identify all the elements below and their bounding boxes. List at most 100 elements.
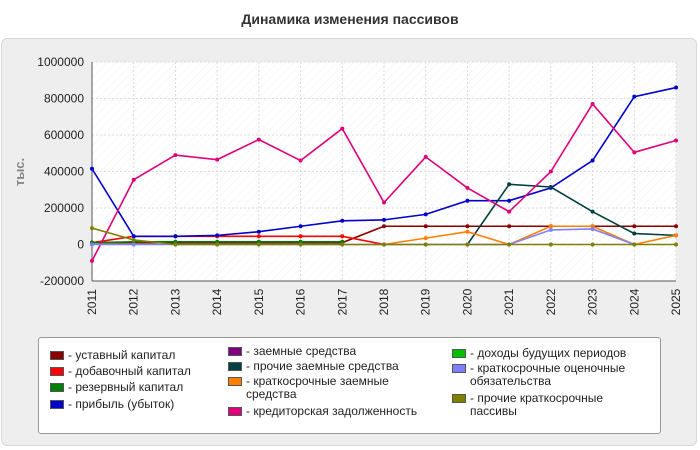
series-point-10 bbox=[674, 242, 678, 247]
series-point-3 bbox=[256, 229, 261, 234]
series-point-3 bbox=[298, 224, 303, 229]
series-point-7 bbox=[173, 153, 178, 158]
series-point-10 bbox=[632, 242, 637, 247]
series-point-10 bbox=[423, 242, 428, 247]
x-tick-label: 2020 bbox=[460, 288, 474, 315]
legend-swatch bbox=[50, 383, 64, 392]
x-tick-label: 2014 bbox=[210, 288, 224, 315]
series-point-10 bbox=[131, 237, 136, 242]
series-point-3 bbox=[674, 85, 678, 90]
x-tick-label: 2015 bbox=[252, 288, 266, 315]
y-tick-label: 200000 bbox=[44, 201, 84, 215]
legend-swatch bbox=[228, 362, 242, 371]
series-point-3 bbox=[465, 198, 470, 203]
legend-item: - заемные средства bbox=[228, 345, 438, 358]
series-point-0 bbox=[423, 224, 428, 229]
legend-label: - заемные средства bbox=[246, 344, 357, 358]
series-point-10 bbox=[215, 242, 220, 247]
y-tick-label: 0 bbox=[77, 238, 84, 252]
series-point-0 bbox=[632, 224, 637, 229]
series-point-5 bbox=[632, 231, 637, 236]
series-point-6 bbox=[465, 229, 470, 234]
series-point-7 bbox=[131, 177, 136, 182]
legend-item: - прибыль (убыток) bbox=[50, 398, 260, 411]
series-point-2 bbox=[340, 239, 345, 244]
series-point-0 bbox=[507, 224, 512, 229]
x-tick-label: 2011 bbox=[85, 289, 99, 315]
x-tick-label: 2022 bbox=[544, 288, 558, 315]
series-point-6 bbox=[423, 236, 428, 241]
series-point-2 bbox=[298, 239, 303, 244]
series-point-5 bbox=[507, 182, 512, 187]
x-tick-label: 2021 bbox=[502, 288, 516, 315]
series-point-7 bbox=[340, 126, 345, 131]
x-tick-label: 2017 bbox=[335, 288, 349, 315]
legend-label: - краткосрочные заемные средства bbox=[246, 374, 389, 401]
series-point-10 bbox=[507, 242, 512, 247]
y-tick-label: 800000 bbox=[44, 92, 84, 106]
series-point-3 bbox=[590, 158, 595, 163]
chart-title: Динамика изменения пассивов bbox=[241, 11, 459, 27]
legend-item: - уставный капитал bbox=[50, 349, 260, 362]
legend-swatch bbox=[228, 377, 242, 386]
series-point-1 bbox=[256, 234, 261, 239]
series-point-7 bbox=[382, 200, 386, 205]
legend-label: - краткосрочные оценочные обязательства bbox=[470, 361, 626, 388]
x-tick-label: 2024 bbox=[627, 288, 641, 315]
legend-swatch bbox=[452, 364, 466, 373]
series-point-10 bbox=[256, 242, 261, 247]
series-point-7 bbox=[215, 157, 220, 162]
series-point-7 bbox=[90, 258, 94, 263]
series-point-2 bbox=[173, 239, 178, 244]
series-point-3 bbox=[131, 234, 136, 239]
series-point-3 bbox=[215, 233, 220, 238]
series-point-1 bbox=[340, 234, 345, 239]
series-point-0 bbox=[382, 224, 386, 229]
legend-label: - уставный капитал bbox=[68, 348, 176, 362]
x-tick-label: 2025 bbox=[669, 288, 683, 315]
legend-item: - краткосрочные оценочные обязательства bbox=[452, 362, 652, 388]
series-point-9 bbox=[131, 242, 136, 247]
series-point-10 bbox=[590, 242, 595, 247]
series-point-2 bbox=[215, 239, 220, 244]
series-point-10 bbox=[382, 242, 386, 247]
series-point-3 bbox=[382, 217, 386, 222]
series-point-7 bbox=[507, 209, 512, 214]
y-axis-label: тыс. bbox=[12, 158, 27, 186]
legend-label: - резервный капитал bbox=[68, 380, 184, 394]
series-point-3 bbox=[632, 94, 637, 99]
legend-item: - добавочный капитал bbox=[50, 365, 260, 378]
series-point-9 bbox=[590, 226, 595, 231]
legend-label: - прочие заемные средства bbox=[246, 359, 399, 373]
chart-legend: - уставный капитал - добавочный капитал - … bbox=[38, 337, 661, 434]
y-tick-label: -200000 bbox=[40, 274, 84, 288]
series-point-7 bbox=[632, 150, 637, 155]
series-point-7 bbox=[423, 154, 428, 159]
series-point-7 bbox=[674, 138, 678, 143]
legend-label: - доходы будущих периодов bbox=[470, 346, 627, 360]
series-point-10 bbox=[90, 226, 94, 231]
legend-label: - добавочный капитал bbox=[68, 364, 191, 378]
series-point-7 bbox=[465, 185, 470, 190]
series-point-2 bbox=[256, 239, 261, 244]
legend-item: - краткосрочные заемные средства bbox=[228, 375, 438, 401]
legend-item: - резервный капитал bbox=[50, 381, 260, 394]
series-point-10 bbox=[298, 242, 303, 247]
series-point-5 bbox=[590, 209, 595, 214]
series-point-5 bbox=[548, 185, 553, 190]
legend-item: - доходы будущих периодов bbox=[452, 347, 652, 360]
series-point-9 bbox=[548, 227, 553, 232]
series-point-6 bbox=[548, 224, 553, 229]
legend-swatch bbox=[452, 394, 466, 403]
x-tick-label: 2023 bbox=[586, 288, 600, 315]
x-tick-label: 2013 bbox=[168, 288, 182, 315]
series-point-10 bbox=[465, 242, 470, 247]
series-point-1 bbox=[298, 234, 303, 239]
series-point-3 bbox=[90, 166, 94, 171]
series-point-7 bbox=[298, 158, 303, 163]
legend-label: - прочие краткосрочные пассивы bbox=[470, 391, 604, 418]
series-point-10 bbox=[173, 242, 178, 247]
series-line-5 bbox=[466, 183, 677, 245]
legend-label: - прибыль (убыток) bbox=[68, 397, 175, 411]
